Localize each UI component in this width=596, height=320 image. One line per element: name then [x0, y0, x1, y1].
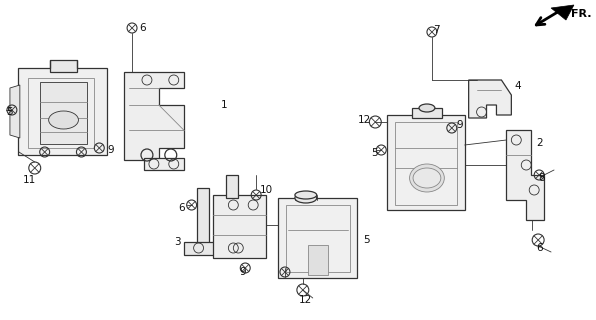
Text: FR.: FR.	[571, 9, 591, 19]
Text: 5: 5	[6, 107, 13, 117]
Polygon shape	[124, 72, 184, 160]
Ellipse shape	[409, 164, 445, 192]
Polygon shape	[18, 68, 107, 155]
Text: 11: 11	[23, 175, 36, 185]
Text: 6: 6	[178, 203, 185, 213]
Text: 1: 1	[221, 100, 227, 110]
Text: 5: 5	[364, 235, 370, 245]
Text: 6: 6	[536, 243, 543, 253]
Polygon shape	[184, 242, 248, 255]
Polygon shape	[551, 5, 574, 20]
Polygon shape	[10, 85, 20, 138]
Text: 12: 12	[299, 295, 312, 305]
Polygon shape	[412, 108, 442, 118]
Polygon shape	[278, 198, 358, 278]
Polygon shape	[40, 82, 88, 144]
Text: 3: 3	[174, 237, 181, 247]
Text: 7: 7	[433, 25, 440, 35]
Polygon shape	[226, 175, 238, 198]
Ellipse shape	[413, 168, 441, 188]
Text: 10: 10	[260, 185, 274, 195]
Text: 9: 9	[107, 145, 114, 155]
Text: 9: 9	[457, 120, 463, 130]
Text: 8: 8	[538, 173, 545, 183]
Polygon shape	[213, 195, 266, 258]
Polygon shape	[49, 60, 77, 72]
Text: 5: 5	[372, 148, 378, 158]
Text: 9: 9	[239, 267, 246, 277]
Ellipse shape	[295, 191, 316, 199]
Ellipse shape	[49, 111, 79, 129]
Polygon shape	[197, 188, 209, 248]
Text: 2: 2	[536, 138, 543, 148]
Text: 6: 6	[139, 23, 145, 33]
Polygon shape	[144, 158, 184, 170]
Polygon shape	[468, 80, 511, 118]
Polygon shape	[387, 115, 465, 210]
Polygon shape	[308, 245, 328, 275]
Polygon shape	[507, 130, 544, 220]
Text: 4: 4	[514, 81, 521, 91]
Ellipse shape	[419, 104, 435, 112]
Text: 12: 12	[358, 115, 371, 125]
Ellipse shape	[295, 193, 316, 203]
